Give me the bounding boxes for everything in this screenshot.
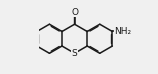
Text: O: O <box>71 7 78 17</box>
Text: S: S <box>72 49 77 58</box>
Text: NH₂: NH₂ <box>115 27 132 36</box>
